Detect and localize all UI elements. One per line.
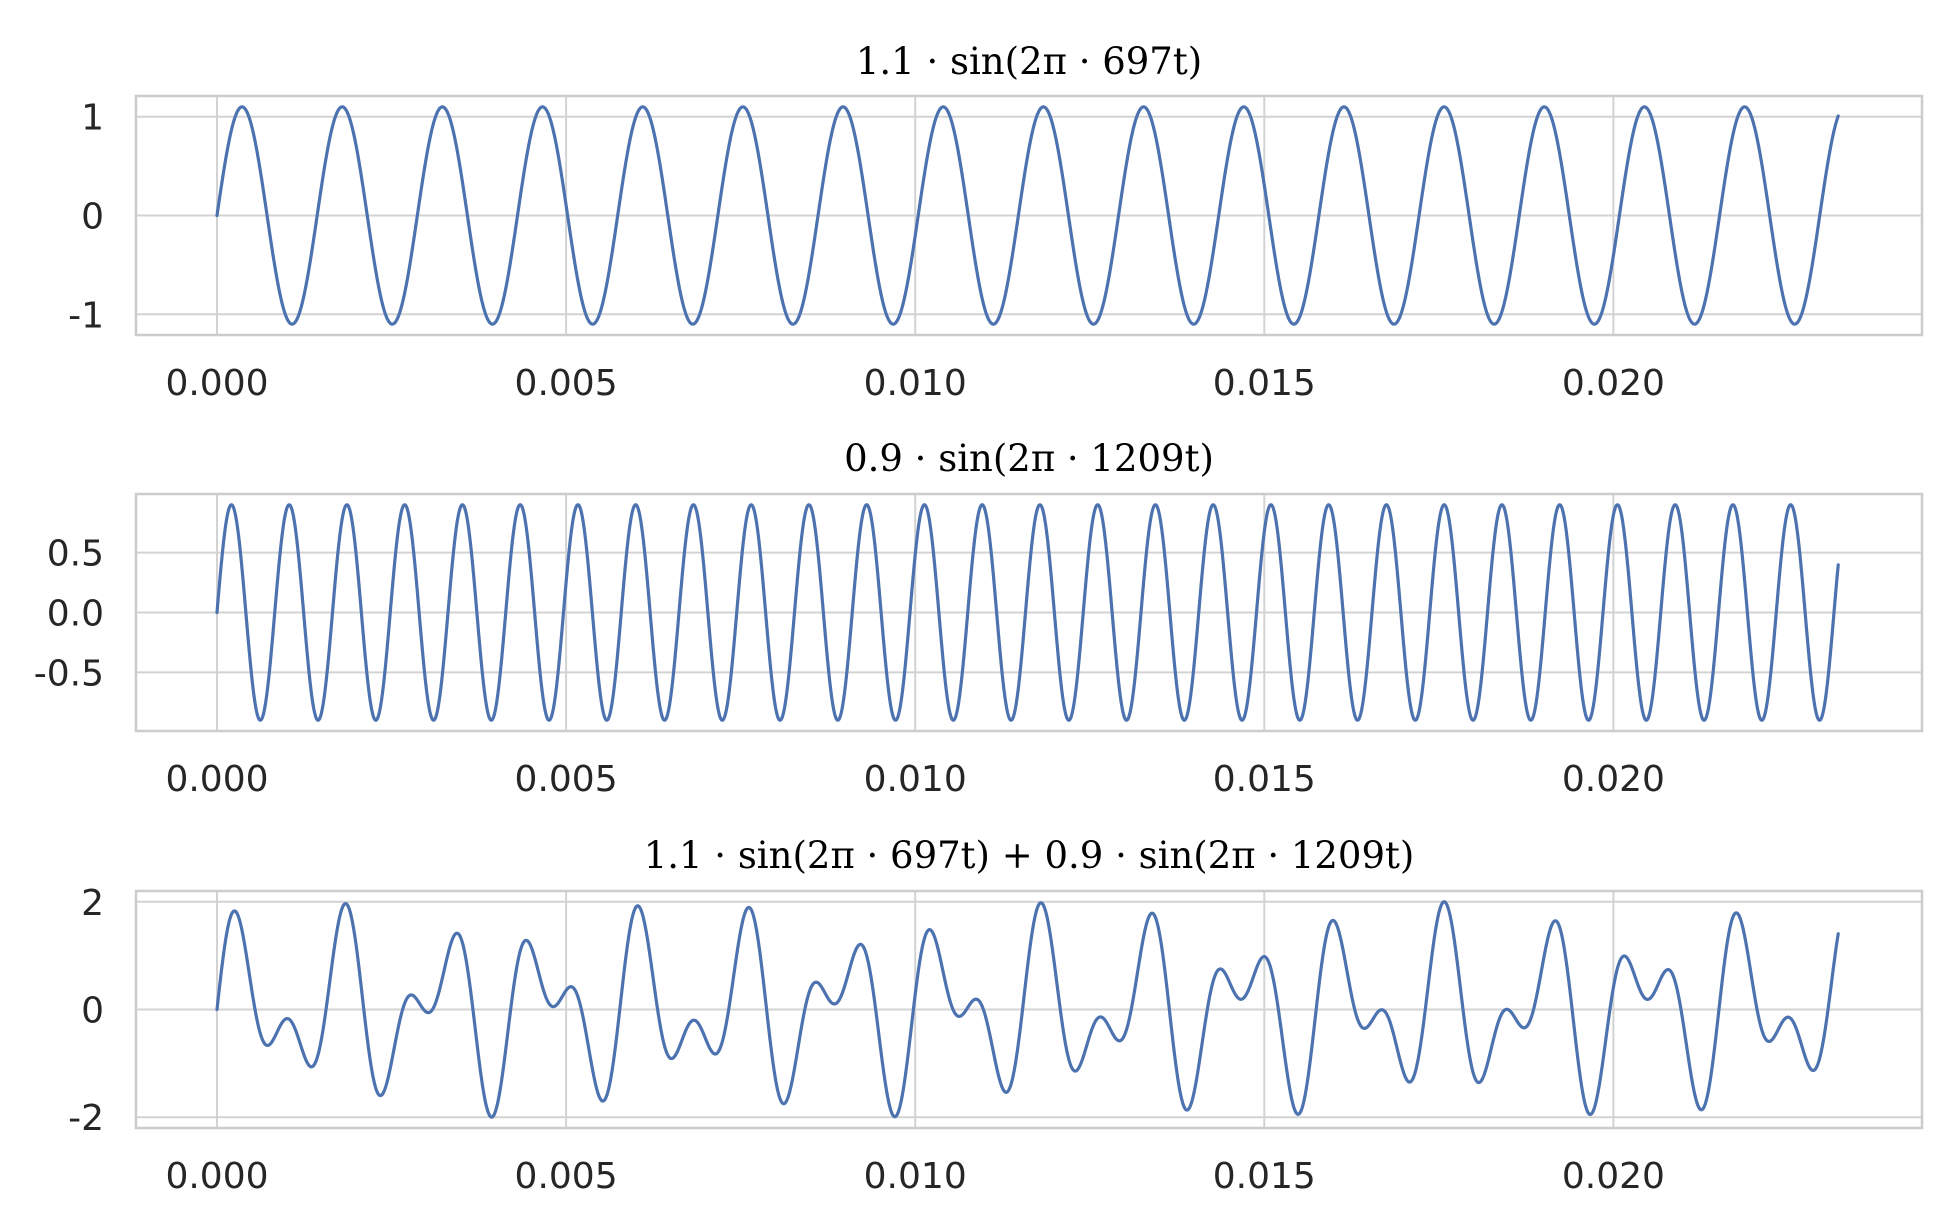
- x-tick-label: 0.015: [1213, 1156, 1316, 1197]
- x-tick-label: 0.005: [515, 759, 618, 800]
- subplot-3: 0.000 0.005 0.010 0.015 0.020 2 0 -2 1.1 · sin(2…: [68, 834, 1924, 1197]
- series-line: [215, 503, 1840, 722]
- x-tick-label: 0.020: [1562, 759, 1665, 800]
- subplot-title: 1.1 · sin(2π · 697t) + 0.9 · sin(2π · 12…: [644, 834, 1415, 877]
- x-tick-label: 0.015: [1213, 363, 1316, 404]
- x-tick-label: 0.000: [165, 363, 268, 404]
- subplot-2: 0.000 0.005 0.010 0.015 0.020 0.5 0.0 -0.5 0.9 ·…: [34, 437, 1924, 800]
- y-tick-label: -0.5: [34, 653, 104, 694]
- subplot-title: 0.9 · sin(2π · 1209t): [844, 437, 1214, 480]
- x-tick-label: 0.005: [515, 1156, 618, 1197]
- axes-frame: [134, 94, 1924, 337]
- series-line: [215, 900, 1840, 1119]
- y-tick-label: -2: [68, 1098, 104, 1139]
- y-tick-label: 2: [81, 883, 104, 924]
- y-tick-label: 0: [81, 991, 104, 1032]
- y-tick-label: 0.0: [47, 594, 104, 635]
- axes-frame: [134, 492, 1924, 733]
- series-line: [215, 105, 1840, 326]
- subplot-title: 1.1 · sin(2π · 697t): [856, 40, 1202, 83]
- x-tick-label: 0.000: [165, 759, 268, 800]
- x-tick-label: 0.010: [864, 1156, 967, 1197]
- x-tick-label: 0.015: [1213, 759, 1316, 800]
- x-tick-label: 0.005: [515, 363, 618, 404]
- x-tick-label: 0.000: [165, 1156, 268, 1197]
- x-tick-label: 0.010: [864, 363, 967, 404]
- x-tick-label: 0.020: [1562, 1156, 1665, 1197]
- y-tick-label: 0.5: [47, 534, 104, 575]
- y-tick-label: 0: [81, 197, 104, 238]
- axes-frame: [134, 889, 1924, 1130]
- y-tick-label: 1: [81, 98, 104, 139]
- x-tick-label: 0.010: [864, 759, 967, 800]
- x-tick-label: 0.020: [1562, 363, 1665, 404]
- subplot-1: 0.000 0.005 0.010 0.015 0.020 1 0 -1 1.1 · sin(2…: [68, 40, 1924, 404]
- y-tick-label: -1: [68, 295, 104, 336]
